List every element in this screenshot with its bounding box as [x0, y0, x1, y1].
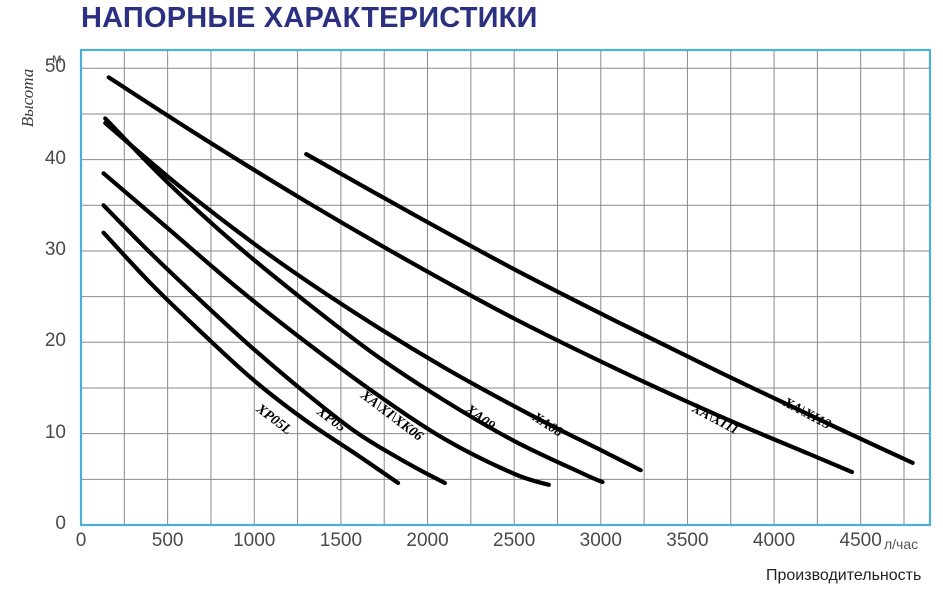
- curve-xp05: [101, 203, 447, 486]
- curve-label: XA\XI13: [780, 395, 833, 433]
- chart-title: НАПОРНЫЕ ХАРАКТЕРИСТИКИ: [81, 2, 538, 34]
- x-axis-tick-label: 3000: [579, 530, 622, 551]
- curve-xa09: [103, 116, 605, 485]
- curve-label: XA08: [529, 409, 565, 440]
- x-axis-tick-label: 3500: [666, 530, 709, 551]
- x-axis-tick-label: 500: [151, 530, 184, 551]
- x-axis-unit-label: л/час: [884, 536, 919, 552]
- y-axis-tick-label: 10: [44, 421, 66, 443]
- curve-layer: [101, 75, 915, 487]
- y-axis-tick-label: 0: [55, 513, 66, 534]
- curve-label: XA\XI\XK06: [357, 387, 426, 444]
- y-axis-tick-label: 30: [44, 238, 66, 260]
- x-axis-tick-label: 2500: [493, 530, 536, 551]
- x-axis-tick-label: 4500: [839, 530, 882, 551]
- y-axis-tick-label: 40: [44, 147, 66, 169]
- curve-label: XA\XI11: [688, 401, 741, 438]
- curve-xa\xi13: [304, 152, 915, 465]
- y-axis-tick-label: 20: [44, 330, 66, 352]
- x-axis-title: Производительность: [766, 567, 922, 584]
- x-axis-tick-label: 1000: [233, 530, 276, 551]
- curve-label-layer: XP05L XP05 XA\XI\XK06 XA09 XA08 XA\XI11 XA\XI1…: [252, 387, 833, 444]
- plot-frame: [79, 48, 932, 527]
- curve-xp05l: [101, 230, 401, 486]
- y-axis-unit-label: м: [52, 50, 62, 66]
- x-axis-tick-label: 1500: [319, 530, 363, 551]
- x-axis-tick-label: 0: [75, 530, 87, 551]
- x-axis-tick-label: 2000: [406, 530, 449, 551]
- curve-xa08: [103, 120, 643, 473]
- x-axis-tick-label: 4000: [752, 530, 796, 551]
- curve-label: XA09: [462, 402, 498, 434]
- curve-xa\xi11: [106, 75, 855, 475]
- y-axis-tick-label: 50: [44, 56, 66, 78]
- curve-xa\xi\xk06: [101, 171, 551, 487]
- grid-layer: [81, 50, 930, 525]
